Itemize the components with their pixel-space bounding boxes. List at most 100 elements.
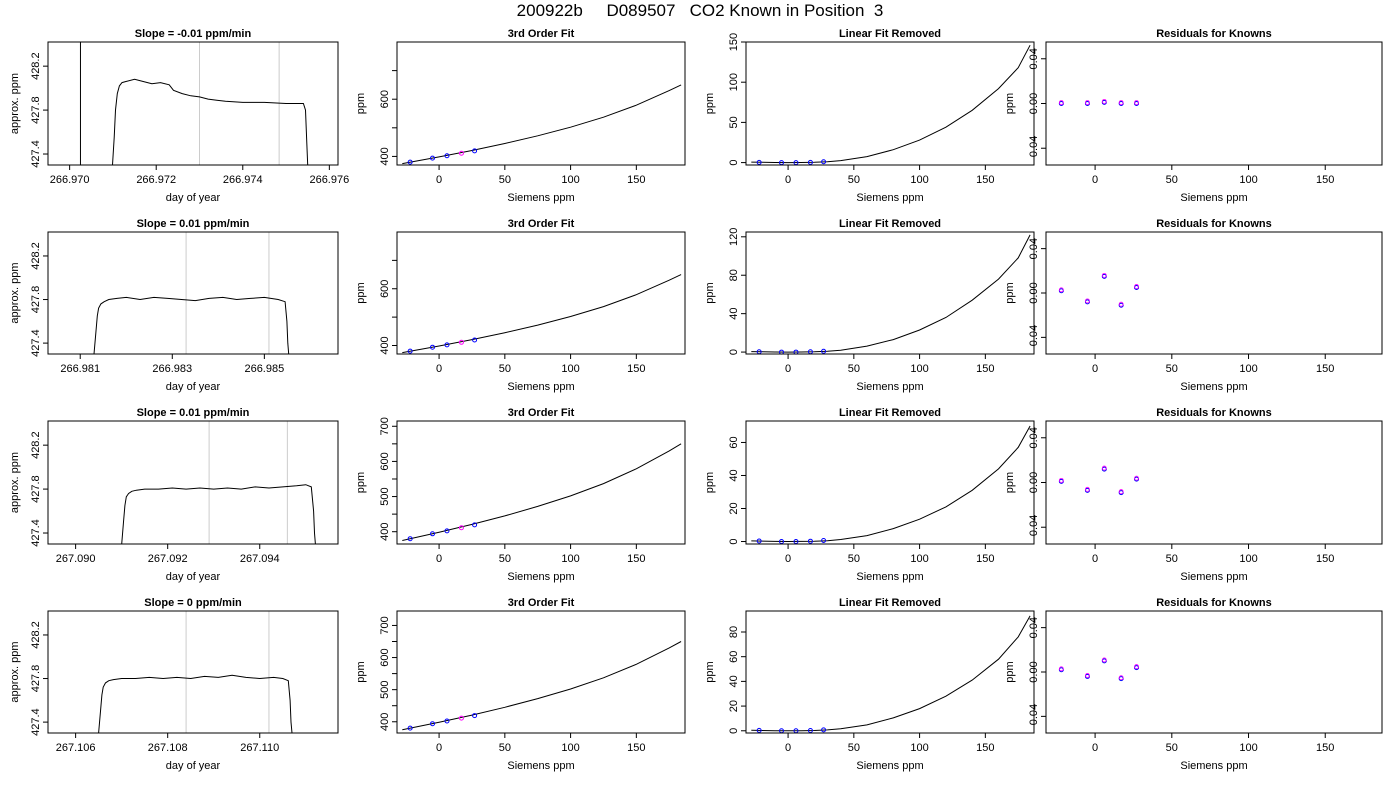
p4-2-data-point-4	[458, 715, 464, 721]
p3-1-xtick-label-3: 267.094	[240, 553, 280, 565]
p2-3-title: Linear Fit Removed	[839, 218, 941, 230]
p2-2-ylabel: ppm	[355, 282, 367, 303]
p1-3-ytick-label-4: 150	[728, 33, 740, 51]
p3-3-data-point-4	[807, 538, 813, 544]
p3-4-ytick-label-1: -0.04	[1028, 515, 1040, 540]
p3-3-frame	[745, 420, 1035, 545]
p1-2-data-point-4	[458, 150, 464, 156]
p3-3-ylabel: ppm	[704, 472, 716, 493]
p1-4-data-point-alt-1	[1058, 100, 1064, 105]
p3-2-xtick-label-2: 50	[499, 553, 511, 565]
p4-4-ytick-label-2: 0.00	[1028, 661, 1040, 682]
p2-4-xlabel: Siemens ppm	[1180, 381, 1247, 393]
p3-1-xlabel: day of year	[166, 571, 221, 583]
p4-4-xtick-label-1: 0	[1092, 742, 1098, 754]
p4-1-ytick-label-3: 428.2	[30, 621, 42, 649]
page-title: 200922b D089507 CO2 Known in Position 3	[516, 1, 884, 20]
p4-2-xtick-label-3: 100	[561, 742, 579, 754]
p3-4-xtick-label-4: 150	[1316, 553, 1334, 565]
p1-2-data-point-1	[407, 159, 413, 165]
p2-2-title: 3rd Order Fit	[508, 218, 575, 230]
p4-2-xtick-label-2: 50	[499, 742, 511, 754]
p1-3-xtick-label-2: 50	[848, 174, 860, 186]
p1-3-fit-curve	[751, 44, 1031, 164]
p3-3-ytick-label-2: 20	[728, 502, 740, 514]
p1-2-xtick-label-3: 100	[561, 174, 579, 186]
p4-4-ylabel: ppm	[1004, 661, 1016, 682]
p1-4-xtick-label-1: 0	[1092, 174, 1098, 186]
p3-3-ytick-label-3: 40	[728, 469, 740, 481]
p3-3-ytick-label-1: 0	[728, 538, 740, 544]
p2-1-xtick-label-2: 266.983	[152, 363, 192, 375]
p4-4-data-point-alt-5	[1134, 664, 1139, 669]
p4-2-frame	[396, 610, 686, 734]
p1-4-title: Residuals for Knowns	[1156, 28, 1272, 40]
p3-2-xtick-label-4: 150	[627, 553, 645, 565]
p4-4-ytick-label-3: 0.04	[1028, 617, 1040, 638]
p1-1-ytick-label-3: 428.2	[30, 52, 42, 80]
p1-4-ytick-label-3: 0.04	[1028, 48, 1040, 69]
p4-3-ytick-label-5: 80	[728, 626, 740, 638]
p1-3-data-point-5	[821, 159, 827, 165]
p2-1-title: Slope = 0.01 ppm/min	[137, 218, 250, 230]
p4-3-ytick-label-2: 20	[728, 700, 740, 712]
p3-3-xlabel: Siemens ppm	[856, 571, 923, 583]
p2-3-ytick-label-1: 0	[728, 349, 740, 355]
p2-1-ylabel: approx. ppm	[9, 262, 21, 323]
p4-3-xtick-label-1: 0	[785, 742, 791, 754]
p4-2-data-point-2	[430, 721, 436, 727]
p4-3-ylabel: ppm	[704, 661, 716, 682]
p3-1-trace	[121, 484, 316, 544]
p2-1-frame	[47, 231, 339, 355]
p2-4-data-point-alt-5	[1134, 284, 1139, 289]
p1-2-frame	[396, 41, 686, 166]
p1-2-fit-curve	[402, 84, 682, 165]
p2-1-ytick-label-1: 427.4	[30, 329, 42, 357]
p4-2-data-point-1	[407, 725, 413, 731]
p2-1-trace	[93, 296, 290, 354]
p2-3-xtick-label-2: 50	[848, 363, 860, 375]
p3-2-ytick-label-1: 400	[379, 523, 391, 541]
p2-3-xlabel: Siemens ppm	[856, 381, 923, 393]
p1-4-xtick-label-2: 50	[1166, 174, 1178, 186]
p2-4-data-point-alt-2	[1085, 298, 1090, 304]
p2-3-ytick-label-2: 40	[728, 308, 740, 320]
p3-4-data-point-alt-3	[1101, 465, 1107, 471]
p3-1-xtick-label-1: 267.090	[56, 553, 96, 565]
p4-3-xlabel: Siemens ppm	[856, 760, 923, 772]
p1-1-ytick-label-1: 427.4	[30, 140, 42, 168]
p4-1-title: Slope = 0 ppm/min	[144, 597, 242, 609]
p4-2-ytick-label-4: 700	[379, 616, 391, 634]
p2-4-frame	[1045, 231, 1383, 355]
p2-4-data-point-alt-1	[1058, 287, 1064, 293]
p1-3-title: Linear Fit Removed	[839, 28, 941, 40]
p1-4-data-point-alt-3	[1101, 98, 1107, 104]
p1-4-xtick-label-3: 100	[1239, 174, 1257, 186]
p1-3-ytick-label-3: 100	[728, 73, 740, 91]
p1-4-ylabel: ppm	[1004, 93, 1016, 114]
p4-2-ytick-label-3: 600	[379, 648, 391, 666]
p4-1-ytick-label-2: 427.8	[30, 665, 42, 693]
p3-2-ytick-label-3: 600	[379, 452, 391, 470]
p1-2-data-point-5	[472, 148, 478, 154]
p3-4-data-point-alt-5	[1134, 475, 1139, 481]
p1-3-frame	[745, 41, 1035, 166]
p3-2-xtick-label-3: 100	[561, 553, 579, 565]
p1-3-xtick-label-3: 100	[910, 174, 928, 186]
p1-3-ytick-label-2: 50	[728, 116, 740, 128]
p4-1-trace	[98, 674, 293, 733]
p1-3-data-point-1	[756, 159, 762, 165]
p1-2-data-point-3	[444, 153, 450, 159]
p3-4-ylabel: ppm	[1004, 472, 1016, 493]
p4-4-title: Residuals for Knowns	[1156, 597, 1272, 609]
p4-2-ytick-label-1: 400	[379, 713, 391, 731]
p4-3-xtick-label-4: 150	[976, 742, 994, 754]
p1-1-ytick-label-2: 427.8	[30, 96, 42, 124]
p3-3-title: Linear Fit Removed	[839, 407, 941, 419]
p2-3-xtick-label-4: 150	[976, 363, 994, 375]
p2-4-xtick-label-3: 100	[1239, 363, 1257, 375]
p2-4-ytick-label-3: 0.04	[1028, 238, 1040, 259]
p4-1-xtick-label-1: 267.106	[56, 742, 96, 754]
p2-4-xtick-label-1: 0	[1092, 363, 1098, 375]
p3-1-ytick-label-3: 428.2	[30, 431, 42, 459]
